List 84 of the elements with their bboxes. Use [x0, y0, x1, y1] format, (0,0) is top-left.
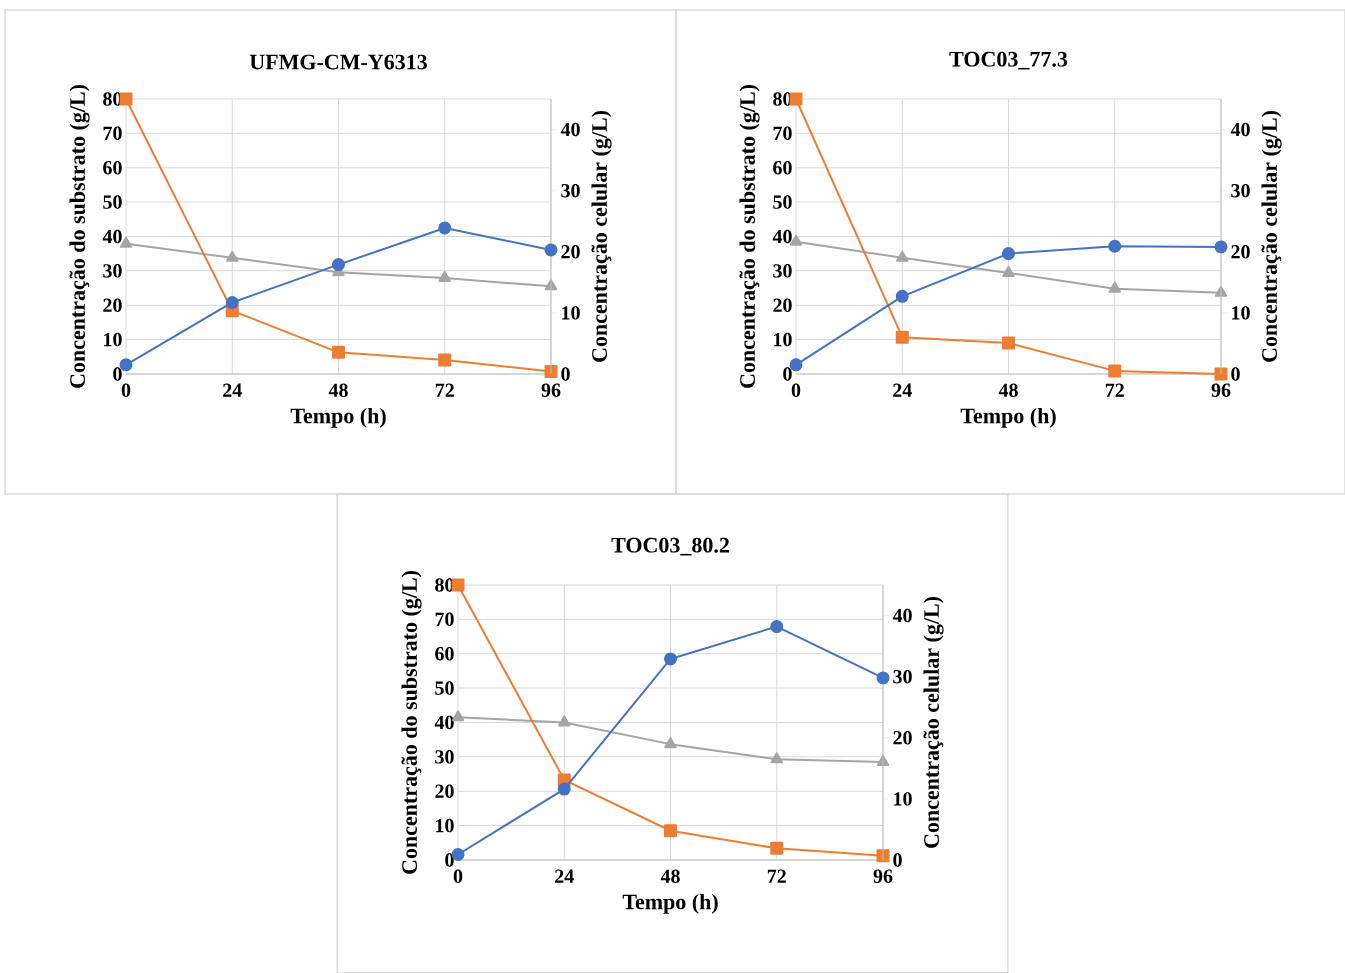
y-tick-label: 0: [445, 853, 454, 867]
y-tick-label: 40: [772, 229, 792, 244]
x-axis-title: Tempo (h): [960, 407, 1056, 428]
y-axis-title: Concentração do substrato (g/L): [739, 85, 760, 388]
point: [332, 258, 345, 272]
y2-tick-label: 0: [561, 367, 570, 381]
y-tick-label: 60: [435, 646, 454, 661]
y2-axis-title: Concentração celular (g/L): [923, 596, 944, 848]
y-tick-label: 10: [774, 332, 792, 347]
x-tick-label: 24: [893, 383, 912, 397]
y-tick-label: 40: [102, 229, 122, 244]
y2-tick-label: 30: [561, 183, 580, 198]
y-tick-label: 60: [773, 160, 792, 175]
point: [664, 652, 677, 666]
x-tick-label: 48: [998, 383, 1018, 398]
x-tick-label: 72: [435, 383, 454, 397]
y-axis-title: Concentração do substrato (g/L): [401, 571, 422, 874]
x-tick-label: 96: [541, 383, 561, 397]
x-axis-title: Tempo (h): [290, 407, 386, 428]
y-tick-label: 50: [773, 195, 792, 209]
y2-axis-title: Concentração celular (g/L): [1261, 110, 1282, 362]
y2-axis-title: Concentração celular (g/L): [591, 110, 612, 362]
y2-tick-label: 20: [1231, 245, 1250, 259]
y-tick-label: 10: [104, 332, 122, 347]
x-tick-label: 48: [328, 383, 348, 398]
y-tick-label: 0: [783, 367, 792, 381]
y-tick-label: 50: [103, 195, 122, 209]
y-tick-label: 10: [436, 818, 454, 833]
x-tick-label: 72: [767, 869, 786, 883]
y2-tick-label: 40: [892, 608, 912, 623]
x-tick-label: 24: [223, 383, 242, 397]
x-tick-label: 96: [873, 869, 893, 883]
y2-tick-label: 30: [1231, 183, 1250, 198]
x-axis-title: Tempo (h): [622, 893, 718, 914]
y2-tick-label: 40: [1230, 122, 1250, 137]
y-tick-label: 50: [435, 681, 454, 695]
y-tick-label: 20: [435, 784, 454, 798]
y2-tick-label: 0: [893, 853, 902, 867]
y-tick-label: 60: [103, 160, 122, 175]
y-tick-label: 20: [773, 298, 792, 312]
y-tick-label: 20: [103, 298, 122, 312]
y-tick-label: 30: [103, 264, 122, 278]
point: [770, 841, 784, 855]
chart-title: TOC03_77.3: [949, 51, 1068, 70]
x-tick-label: 48: [660, 869, 680, 884]
point: [664, 737, 677, 749]
y-tick-label: 70: [773, 126, 792, 141]
y2-tick-label: 0: [1231, 367, 1240, 381]
point: [770, 752, 783, 764]
y2-tick-label: 40: [560, 122, 580, 137]
point: [438, 271, 451, 283]
y-tick-label: 70: [103, 126, 122, 141]
point: [1108, 239, 1122, 253]
point: [1214, 240, 1228, 254]
y-tick-label: 30: [435, 750, 454, 764]
point: [770, 620, 784, 634]
point: [544, 243, 558, 257]
point: [558, 715, 571, 727]
y2-tick-label: 20: [893, 731, 912, 745]
point: [895, 289, 909, 303]
y2-tick-label: 10: [562, 306, 580, 320]
y2-tick-label: 20: [561, 245, 580, 259]
point: [1002, 247, 1015, 261]
x-tick-label: 24: [555, 869, 574, 883]
y-tick-label: 70: [435, 612, 454, 627]
y2-tick-label: 10: [1232, 306, 1250, 320]
y-tick-label: 0: [113, 367, 122, 381]
point: [664, 824, 677, 838]
point: [438, 221, 452, 235]
y2-tick-label: 30: [893, 669, 912, 684]
x-tick-label: 72: [1105, 383, 1124, 397]
y2-tick-label: 10: [894, 792, 912, 806]
point: [557, 782, 571, 796]
y-tick-label: 30: [773, 264, 792, 278]
point: [876, 671, 890, 685]
point: [332, 345, 346, 359]
chart-title: TOC03_80.2: [611, 537, 729, 556]
y-tick-label: 40: [434, 715, 454, 730]
x-tick-label: 96: [1211, 383, 1231, 397]
point: [225, 295, 239, 309]
y-axis-title: Concentração do substrato (g/L): [69, 85, 90, 388]
chart-title: UFMG-CM-Y6313: [249, 54, 427, 70]
point: [226, 250, 239, 262]
point: [438, 353, 452, 367]
